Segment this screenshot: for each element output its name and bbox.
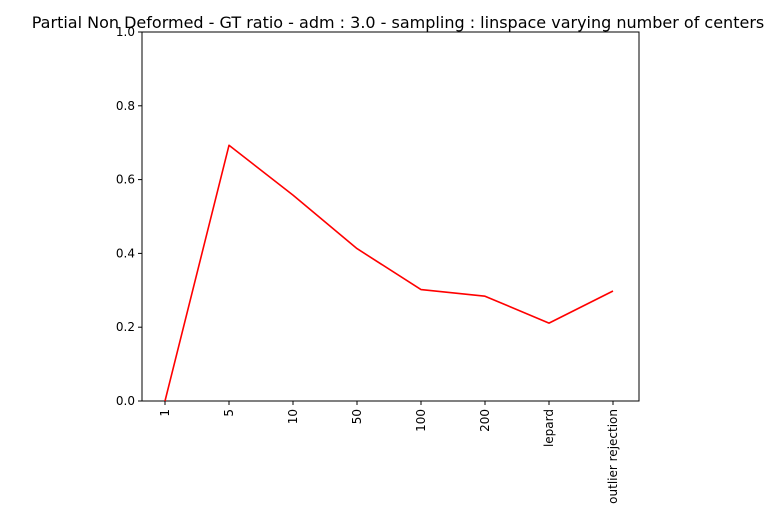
y-tick-label: 1.0 <box>116 25 135 39</box>
series-line <box>164 144 614 402</box>
x-tick-label: lepard <box>542 409 556 447</box>
y-tick-label: 0.0 <box>116 394 135 408</box>
x-axis: 1 5 10 50 100 200 lepard outlier rejection <box>158 401 620 504</box>
series-group <box>164 144 614 402</box>
y-axis: 0.0 0.2 0.4 0.6 0.8 1.0 <box>116 25 142 408</box>
y-tick-label: 0.4 <box>116 246 135 260</box>
plot-frame <box>141 31 640 402</box>
x-tick-label: 200 <box>478 409 492 432</box>
chart-title: Partial Non Deformed - GT ratio - adm : … <box>32 13 764 32</box>
x-tick-label: 100 <box>414 409 428 432</box>
x-tick-label: 10 <box>286 409 300 424</box>
x-tick-label: outlier rejection <box>606 409 620 504</box>
x-tick-label: 1 <box>158 409 172 417</box>
y-tick-label: 0.2 <box>116 320 135 334</box>
x-tick-label: 50 <box>350 409 364 424</box>
x-tick-label: 5 <box>222 409 236 417</box>
y-tick-label: 0.8 <box>116 99 135 113</box>
y-tick-label: 0.6 <box>116 173 135 187</box>
